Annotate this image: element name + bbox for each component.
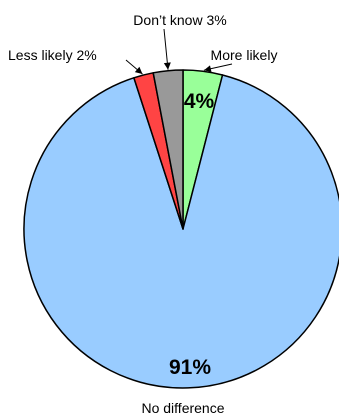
leader-lines [125, 28, 233, 75]
pie-slice-no-difference [23, 74, 339, 389]
data-label-more-likely: 4% [184, 90, 215, 113]
data-label-no-difference: 91% [169, 356, 211, 379]
leader-arrowhead-dont-know [163, 62, 171, 70]
label-more-likely: More likely [211, 47, 278, 63]
label-dont-know: Don’t know 3% [133, 12, 226, 28]
label-no-difference: No difference [141, 400, 224, 416]
pie-slices [23, 69, 339, 389]
leader-arrowhead-less-likely [134, 66, 143, 74]
label-less-likely: Less likely 2% [8, 47, 97, 63]
pie-slice-don-t-know [152, 69, 184, 230]
leader-arrowhead-more-likely [203, 65, 212, 73]
